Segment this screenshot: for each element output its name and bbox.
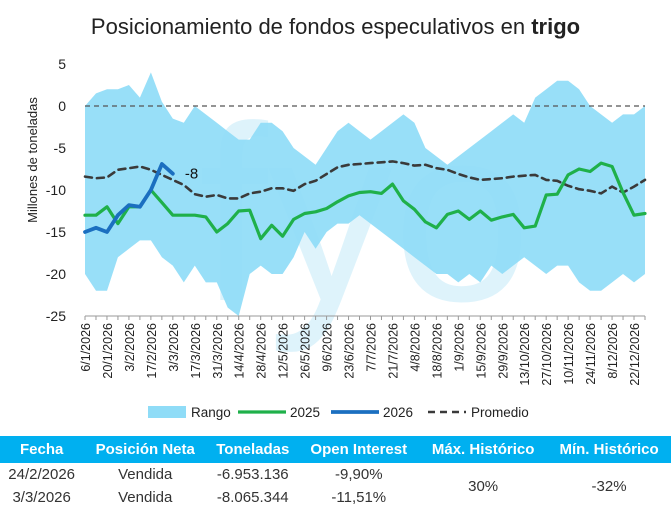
cell-open-interest: -9,90%	[335, 466, 383, 483]
x-tick-label: 18/8/2026	[430, 323, 444, 379]
table-header-row: Fecha Posición Neta Toneladas Open Inter…	[0, 436, 671, 463]
range-band	[85, 72, 645, 317]
legend: Rango 2025 2026 Promedio	[148, 405, 529, 420]
y-tick-label: -20	[46, 266, 66, 282]
header-open-interest: Open Interest	[298, 436, 420, 463]
table-row: 3/3/2026 Vendida -8.065.344 -11,51%	[0, 486, 671, 509]
cell-fecha: 3/3/2026	[12, 489, 71, 506]
x-tick-label: 17/3/2026	[189, 323, 203, 379]
legend-label: Promedio	[471, 405, 529, 420]
summary-table: Fecha Posición Neta Toneladas Open Inter…	[0, 436, 671, 509]
cell-posicion: Vendida	[118, 466, 173, 483]
series-2025-line	[83, 161, 647, 241]
chart-title-bold: trigo	[531, 14, 581, 39]
annotation: -8	[185, 166, 198, 183]
y-tick-label: 5	[58, 56, 66, 72]
x-tick-label: 17/2/2026	[145, 323, 159, 379]
cell-fecha: 24/2/2026	[8, 466, 76, 483]
x-tick-label: 29/9/2026	[496, 323, 510, 379]
average-line	[83, 160, 647, 200]
cell-max-historico: 30%	[468, 477, 499, 495]
legend-label: 2025	[290, 405, 320, 420]
cell-posicion: Vendida	[118, 489, 173, 506]
legend-swatch-range	[148, 406, 186, 418]
y-tick-label: -10	[46, 182, 66, 198]
x-tick-label: 12/5/2026	[277, 323, 291, 379]
x-tick-label: 8/12/2026	[606, 323, 620, 379]
chart-title-main: Posicionamiento de fondos especulativos …	[90, 14, 532, 39]
series-2026	[83, 162, 175, 234]
y-tick-label: 0	[58, 98, 66, 114]
range-area	[85, 72, 645, 317]
annotation-label: -8	[185, 166, 198, 183]
cell-toneladas: -6.953.136	[216, 466, 289, 483]
x-tick-label: 10/11/2026	[562, 323, 576, 385]
series-2025	[83, 161, 647, 241]
x-tick-label: 9/6/2026	[321, 323, 335, 372]
x-tick-label: 15/9/2026	[474, 323, 488, 379]
cell-open-interest: -11,51%	[331, 489, 387, 506]
y-axis: 5 0 -5 -10 -15 -20 -25 Millones de toneladas	[25, 56, 66, 324]
header-max-historico: Máx. Histórico	[419, 436, 548, 463]
average-series	[83, 160, 647, 200]
x-tick-label: 28/4/2026	[255, 323, 269, 379]
header-posicion: Posición Neta	[83, 436, 208, 463]
x-tick-label: 13/10/2026	[518, 323, 532, 386]
x-tick-label: 14/4/2026	[233, 323, 247, 379]
x-tick-label: 31/3/2026	[211, 323, 225, 379]
cell-min-historico: -32%	[591, 477, 627, 495]
y-axis-label: Millones de toneladas	[25, 97, 40, 223]
x-tick-label: 1/9/2026	[452, 323, 466, 372]
y-tick-label: -25	[46, 308, 66, 324]
chart-title: Posicionamiento de fondos especulativos …	[0, 14, 671, 40]
legend-label: Rango	[191, 405, 231, 420]
table-row: 24/2/2026 Vendida -6.953.136 -9,90% 30% …	[0, 463, 671, 495]
header-min-historico: Mín. Histórico	[547, 436, 671, 463]
x-tick-label: 3/2/2026	[123, 323, 137, 372]
y-tick-label: -5	[54, 140, 67, 156]
series-2026-line	[83, 162, 175, 234]
x-axis: 6/1/2026 20/1/2026 3/2/2026 17/2/2026 3/3/20…	[79, 315, 646, 386]
legend-label: 2026	[383, 405, 413, 420]
x-tick-label: 24/11/2026	[584, 323, 598, 385]
x-tick-label: 6/1/2026	[79, 323, 93, 372]
x-tick-label: 3/3/2026	[167, 323, 181, 372]
x-tick-label: 4/8/2026	[408, 323, 422, 372]
x-tick-label: 20/1/2026	[101, 323, 115, 379]
x-tick-label: 22/12/2026	[628, 323, 642, 386]
x-tick-label: 23/6/2026	[343, 323, 357, 379]
cell-toneladas: -8.065.344	[216, 489, 289, 506]
header-fecha: Fecha	[0, 436, 84, 463]
y-tick-label: -15	[46, 224, 66, 240]
x-tick-label: 26/5/2026	[299, 323, 313, 379]
x-tick-label: 27/10/2026	[540, 323, 554, 386]
x-tick-label: 21/7/2026	[387, 323, 401, 379]
header-toneladas: Toneladas	[207, 436, 299, 463]
x-tick-label: 7/7/2026	[365, 323, 379, 372]
